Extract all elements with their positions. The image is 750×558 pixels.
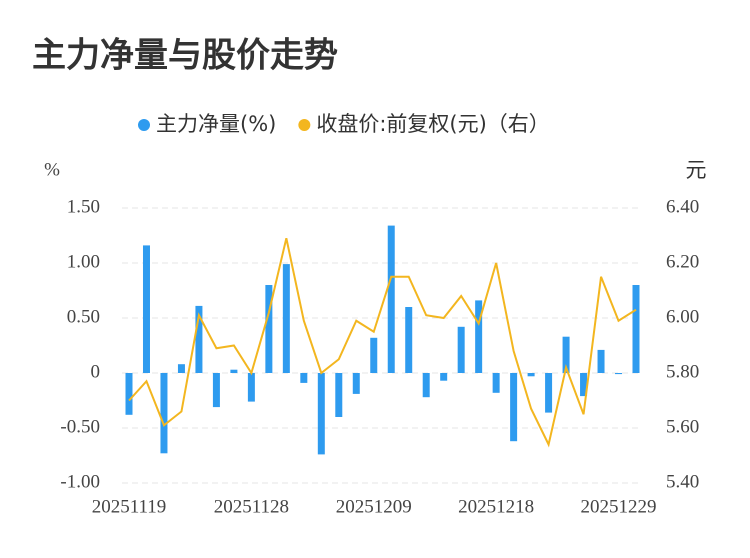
- bar: [457, 326, 465, 373]
- bar: [247, 373, 255, 402]
- bar: [387, 225, 395, 373]
- price-line: [128, 238, 637, 448]
- y-tick-label: 0.50: [67, 306, 100, 327]
- y-tick-label: 1.00: [67, 251, 100, 272]
- bar: [440, 373, 448, 381]
- y-tick-label: 0: [91, 361, 101, 382]
- bar: [317, 373, 325, 455]
- bar: [422, 373, 430, 398]
- y2-tick-label: 6.40: [666, 196, 699, 217]
- bar: [195, 305, 203, 373]
- bar: [300, 373, 308, 383]
- bar: [265, 285, 273, 373]
- bar: [545, 373, 553, 413]
- bar: [405, 307, 413, 373]
- y-tick-label: -1.00: [60, 471, 100, 492]
- bar: [335, 373, 343, 417]
- bar: [177, 364, 185, 373]
- x-tick-label: 20251128: [214, 496, 289, 517]
- y2-axis-label: 元: [686, 158, 707, 182]
- bar: [527, 373, 535, 377]
- chart-title: 主力净量与股价走势: [32, 36, 338, 76]
- bar: [580, 373, 588, 397]
- bar: [597, 349, 605, 373]
- y-tick-label: -0.50: [60, 416, 100, 437]
- y2-tick-label: 6.20: [666, 251, 699, 272]
- bar: [142, 245, 150, 373]
- bar: [352, 373, 360, 394]
- y2-tick-label: 5.40: [666, 471, 699, 492]
- bar: [370, 337, 378, 373]
- bar: [160, 373, 168, 454]
- bar: [510, 373, 518, 442]
- y2-tick-label: 6.00: [666, 306, 699, 327]
- y-axis-label: %: [44, 159, 60, 180]
- x-tick-label: 20251209: [336, 496, 412, 517]
- bar: [282, 264, 290, 373]
- x-tick-label: 20251119: [92, 496, 167, 517]
- bar: [475, 300, 483, 373]
- bar: [615, 373, 623, 375]
- bar: [212, 373, 220, 408]
- bar: [562, 336, 570, 373]
- legend-label: 收盘价:前复权(元)（右）: [316, 112, 549, 136]
- bar: [230, 369, 238, 373]
- legend-marker: [138, 119, 150, 131]
- x-tick-label: 20251229: [581, 496, 657, 517]
- bar: [632, 285, 640, 373]
- bar: [125, 373, 133, 415]
- bar: [492, 373, 500, 393]
- x-tick-label: 20251218: [458, 496, 534, 517]
- legend-label: 主力净量(%): [156, 112, 276, 136]
- y-tick-label: 1.50: [67, 196, 100, 217]
- y2-tick-label: 5.60: [666, 416, 699, 437]
- y2-tick-label: 5.80: [666, 361, 699, 382]
- legend-marker: [298, 119, 311, 131]
